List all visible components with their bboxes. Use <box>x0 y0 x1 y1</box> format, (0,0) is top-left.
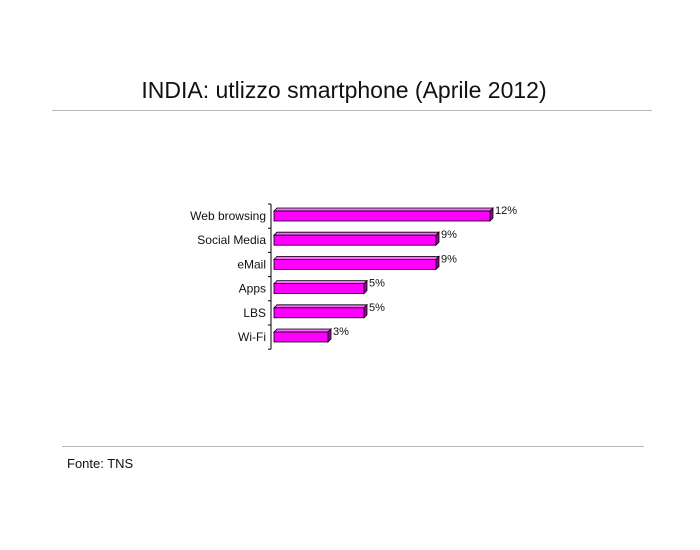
value-label: 9% <box>441 229 457 241</box>
title-divider <box>52 110 652 111</box>
category-label: Web browsing <box>190 209 266 223</box>
category-label: Social Media <box>197 233 266 247</box>
category-label: eMail <box>237 257 266 271</box>
value-label: 5% <box>369 302 385 314</box>
bar <box>273 210 491 222</box>
bar <box>273 331 329 343</box>
bar-top-face <box>273 207 494 212</box>
value-label: 3% <box>333 326 349 338</box>
bar-top-face <box>273 255 440 260</box>
bar-top-face <box>273 304 368 309</box>
bar-top-face <box>273 328 332 333</box>
source-note: Fonte: TNS <box>67 456 134 471</box>
bar-top-face <box>273 280 368 285</box>
bar-top-face <box>273 231 440 236</box>
footer-divider <box>62 446 644 447</box>
category-label: LBS <box>243 306 266 320</box>
bar <box>273 234 437 246</box>
category-label: Wi-Fi <box>238 330 266 344</box>
chart-title: INDIA: utlizzo smartphone (Aprile 2012) <box>141 77 547 103</box>
value-label: 12% <box>495 205 517 217</box>
category-label: Apps <box>239 282 266 296</box>
bar <box>273 258 437 270</box>
value-label: 5% <box>369 278 385 290</box>
value-label: 9% <box>441 253 457 265</box>
bar <box>273 307 365 319</box>
bar <box>273 283 365 295</box>
